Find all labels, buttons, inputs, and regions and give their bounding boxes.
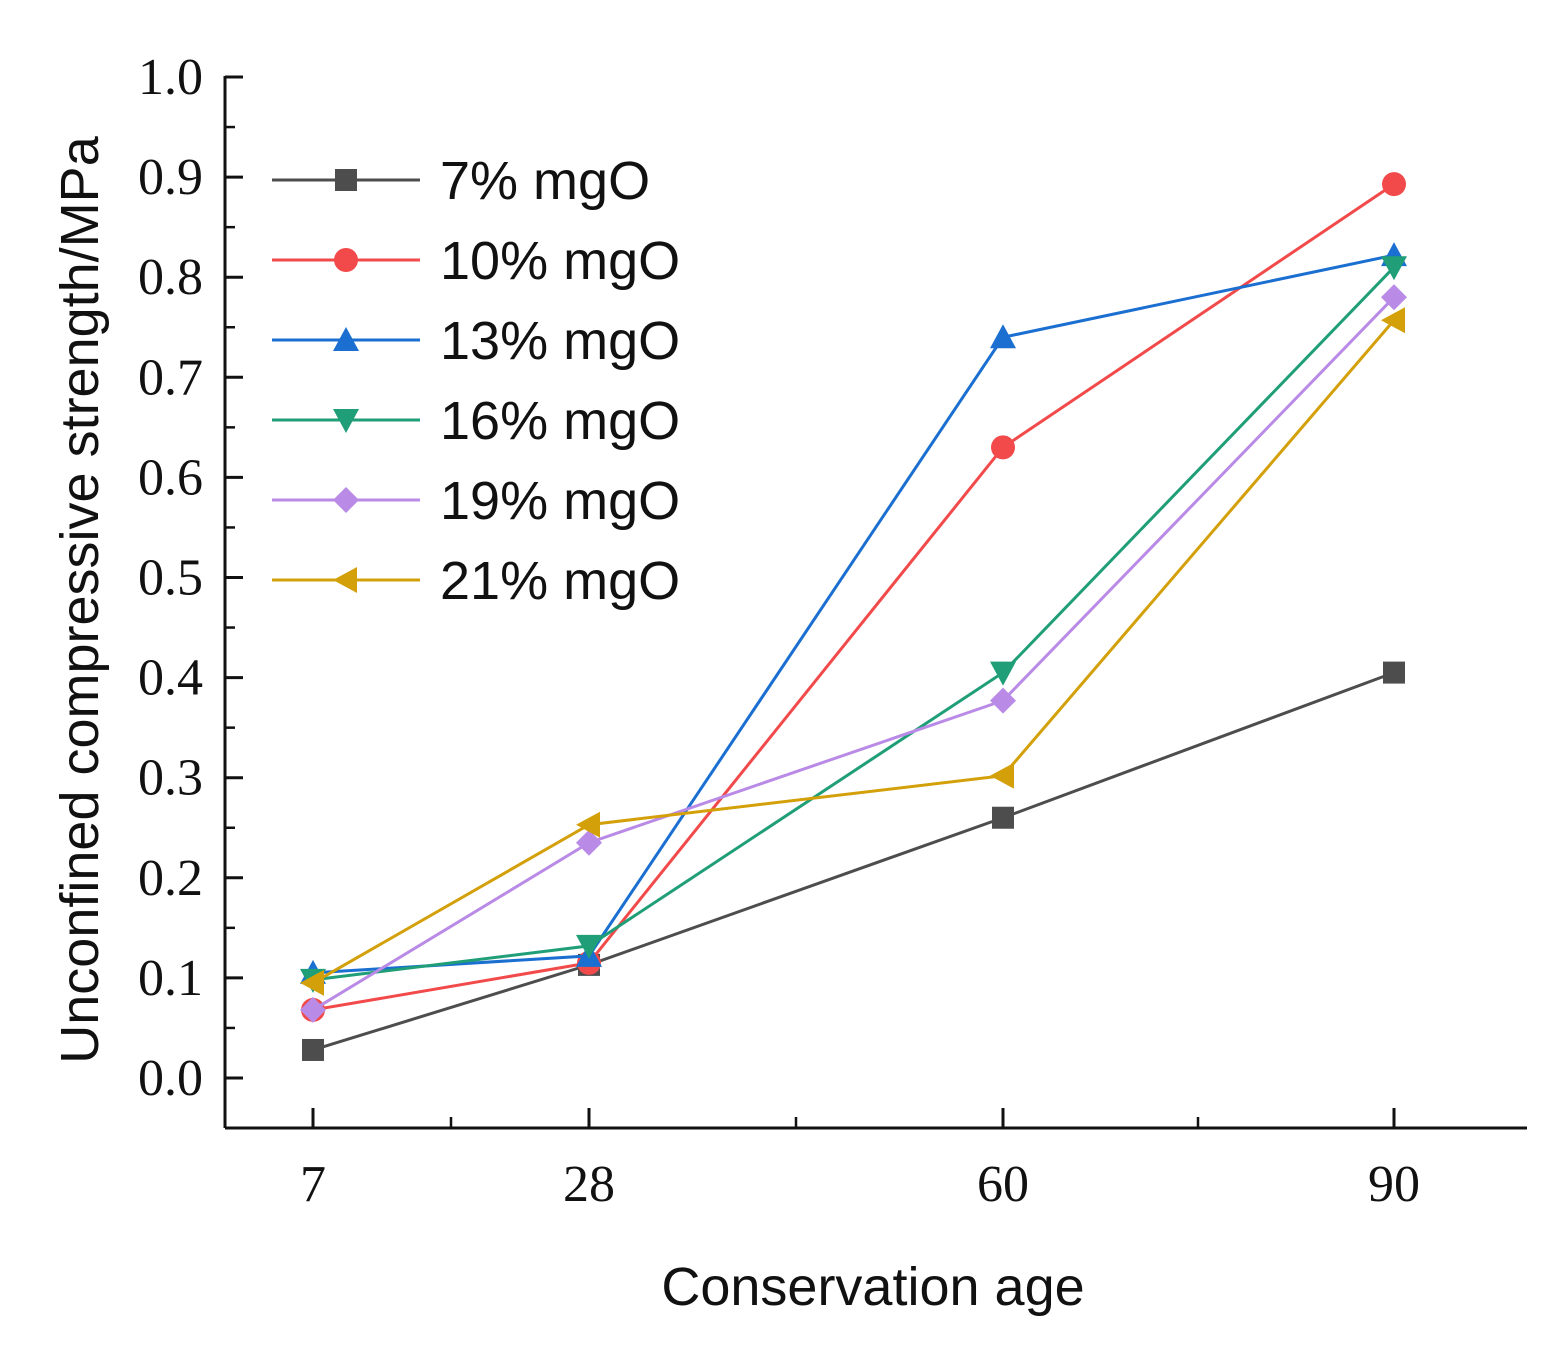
y-tick-label: 0.3 [138, 750, 203, 807]
legend-label: 10% mgO [440, 231, 680, 291]
legend: 7% mgO 10% mgO 13% mgO 16% mgO 19% mgO 21% mg… [272, 151, 680, 611]
series-line [312, 319, 1396, 985]
x-tick-label: 60 [977, 1156, 1029, 1213]
data-point [1381, 284, 1407, 311]
y-tick-label: 0.1 [138, 950, 203, 1007]
y-tick-label: 0.4 [138, 650, 203, 707]
data-point [576, 811, 600, 838]
x-tick-label: 28 [563, 1156, 615, 1213]
series-line [312, 296, 1396, 1012]
x-axis-title: Conservation age [661, 1257, 1084, 1317]
y-tick-label: 0.0 [138, 1050, 203, 1107]
legend-marker [333, 487, 359, 513]
legend-marker [334, 248, 358, 272]
legend-item: 21% mgO [272, 551, 680, 611]
y-tick-label: 0.6 [138, 449, 203, 506]
data-point [300, 969, 324, 996]
legend-marker [333, 409, 359, 433]
tick-labels: 0.0 0.1 0.2 0.3 0.4 0.5 0.6 0.7 0.8 0.9 1.0 7 28 60 90 [138, 49, 1420, 1213]
data-point [991, 435, 1015, 460]
data-point [576, 934, 602, 959]
data-point [990, 762, 1014, 789]
series-1 [302, 661, 1405, 1061]
data-point [302, 1038, 324, 1061]
legend-item: 16% mgO [272, 391, 680, 451]
axes [223, 75, 1527, 1130]
data-point [576, 829, 602, 856]
legend-label: 16% mgO [440, 391, 680, 451]
x-tick-label: 7 [300, 1156, 326, 1213]
legend-label: 21% mgO [440, 551, 680, 611]
legend-item: 13% mgO [272, 311, 680, 371]
legend-marker [333, 327, 359, 351]
data-point [300, 996, 326, 1023]
series-line [312, 182, 1395, 1012]
y-axis-title: Unconfined compressive strength/MPa [50, 135, 110, 1063]
legend-label: 7% mgO [440, 151, 650, 211]
series-6 [300, 307, 1405, 996]
data-point [992, 806, 1014, 829]
legend-item: 10% mgO [272, 231, 680, 291]
series-line [312, 266, 1396, 982]
data-point [1383, 661, 1405, 684]
y-tick-label: 0.2 [138, 850, 203, 907]
legend-label: 13% mgO [440, 311, 680, 371]
data-point [990, 661, 1016, 686]
legend-item: 19% mgO [272, 471, 680, 531]
data-point [1381, 256, 1407, 281]
y-tick-label: 0.8 [138, 249, 203, 306]
y-tick-label: 0.7 [138, 349, 203, 406]
legend-item: 7% mgO [272, 151, 650, 211]
y-tick-label: 1.0 [138, 49, 203, 106]
series-5 [300, 284, 1407, 1023]
data-point [1381, 307, 1405, 334]
y-tick-label: 0.9 [138, 149, 203, 206]
x-tick-label: 90 [1368, 1156, 1420, 1213]
legend-marker [335, 169, 357, 191]
legend-label: 19% mgO [440, 471, 680, 531]
y-tick-label: 0.5 [138, 550, 203, 607]
series [300, 172, 1407, 1061]
legend-marker [333, 567, 357, 593]
series-4 [300, 256, 1407, 993]
data-point [1382, 172, 1406, 197]
data-point [990, 324, 1016, 349]
data-point [990, 687, 1016, 714]
series-line [312, 671, 1395, 1052]
